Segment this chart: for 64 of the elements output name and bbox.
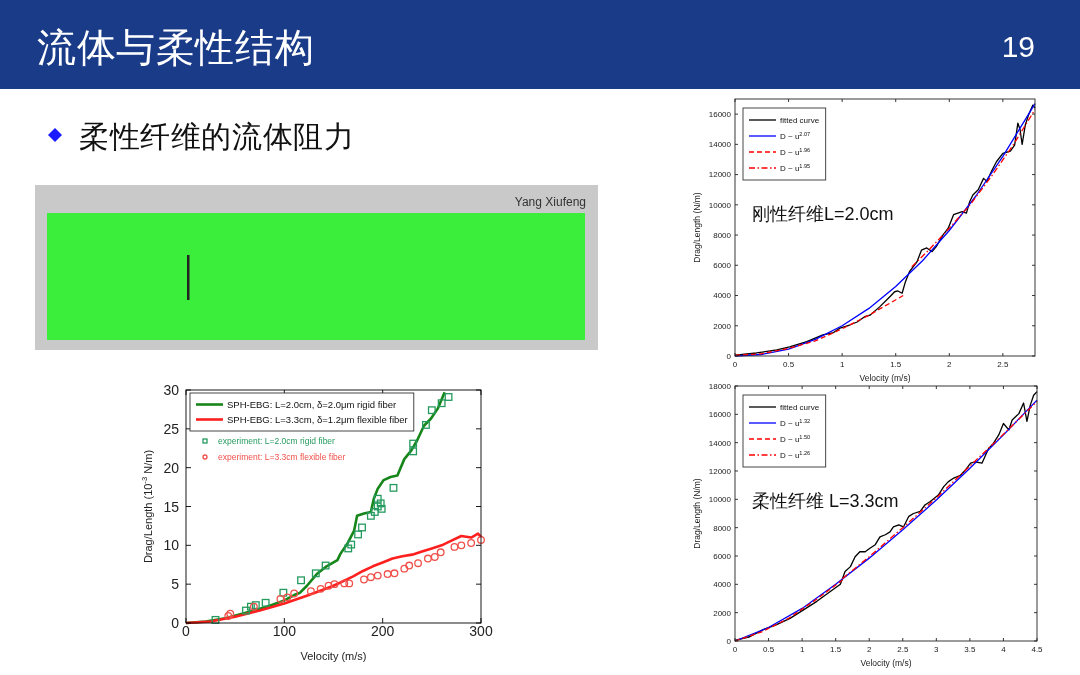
y-tick-label: 10 <box>163 537 179 554</box>
y-tick-label: 0 <box>726 636 731 646</box>
x-axis-title: Velocity (m/s) <box>300 650 367 662</box>
x-tick-label: 1.5 <box>890 360 902 369</box>
y-tick-label: 4000 <box>713 580 731 590</box>
x-tick-label: 0 <box>182 623 190 639</box>
x-axis-title: Velocity (m/s) <box>860 658 912 668</box>
y-tick-label: 20 <box>163 459 179 476</box>
x-tick-label: 4 <box>1001 645 1006 654</box>
y-tick-label: 14000 <box>708 140 731 150</box>
x-tick-label: 3.5 <box>964 645 976 654</box>
x-tick-label: 1.5 <box>830 645 842 654</box>
legend-label: fitted curve <box>780 115 820 125</box>
y-tick-label: 25 <box>163 420 179 437</box>
legend-label: D ~ u$^{1.96}$ <box>780 146 811 157</box>
y-tick-label: 5 <box>171 576 179 593</box>
y-tick-label: 10000 <box>708 200 731 210</box>
y-tick-label: 8000 <box>713 523 731 533</box>
y-tick-label: 0 <box>171 615 179 632</box>
y-tick-label: 4000 <box>713 291 731 301</box>
y-tick-label: 18000 <box>708 381 731 391</box>
x-tick-label: 3 <box>934 645 939 654</box>
x-tick-label: 1 <box>799 645 805 654</box>
legend-label: experiment: L=3.3cm flexible fiber <box>218 452 346 463</box>
annotation: 19 <box>1001 30 1035 63</box>
y-tick-label: 12000 <box>708 466 731 476</box>
y-tick-label: 0 <box>726 351 731 361</box>
legend-label: experiment: L=2.0cm rigid fiber <box>218 436 335 447</box>
title: 流体与柔性结构 <box>37 26 315 69</box>
x-tick-label: 0 <box>732 645 738 654</box>
legend-label: D ~ u$^{2.07}$ <box>780 130 811 141</box>
y-tick-label: 8000 <box>713 230 731 240</box>
legend-label: D ~ u$^{1.95}$ <box>780 162 811 173</box>
legend-label: SPH-EBG: L=2.0cm, δ=2.0μm rigid fiber <box>227 398 397 410</box>
x-tick-label: 100 <box>272 623 296 639</box>
x-tick-label: 0.5 <box>763 645 775 654</box>
y-tick-label: 30 <box>163 382 179 399</box>
annotation: 刚性纤维L=2.0cm <box>752 204 894 224</box>
x-tick-label: 300 <box>469 623 493 639</box>
annotation: Yang Xiufeng <box>514 195 586 209</box>
y-axis-title: Drag/Length (N/m) <box>692 192 702 263</box>
y-tick-label: 15 <box>163 498 179 515</box>
subtitle: 柔性纤维的流体阻力 <box>79 120 355 153</box>
y-tick-label: 16000 <box>708 110 731 119</box>
x-tick-label: 0.5 <box>783 360 795 369</box>
y-tick-label: 12000 <box>708 170 731 180</box>
x-axis-title: Velocity (m/s) <box>859 373 911 383</box>
x-tick-label: 2 <box>947 360 952 369</box>
y-tick-label: 6000 <box>713 551 731 561</box>
y-tick-label: 16000 <box>708 410 731 420</box>
x-tick-label: 1 <box>839 360 845 369</box>
x-tick-label: 0 <box>732 360 738 369</box>
y-tick-label: 6000 <box>713 261 731 271</box>
legend-label: SPH-EBG: L=3.3cm, δ=1.2μm flexible fiber <box>227 413 408 425</box>
y-tick-label: 2000 <box>713 321 731 331</box>
x-tick-label: 2 <box>867 645 872 654</box>
x-tick-label: 200 <box>371 623 395 639</box>
x-tick-label: 2.5 <box>897 645 909 654</box>
x-tick-label: 4.5 <box>1031 645 1043 654</box>
y-tick-label: 14000 <box>708 438 731 448</box>
x-tick-label: 2.5 <box>997 360 1009 369</box>
y-tick-label: 10000 <box>708 495 731 505</box>
y-tick-label: 2000 <box>713 608 731 618</box>
y-axis-title: Drag/Length (N/m) <box>692 478 702 549</box>
